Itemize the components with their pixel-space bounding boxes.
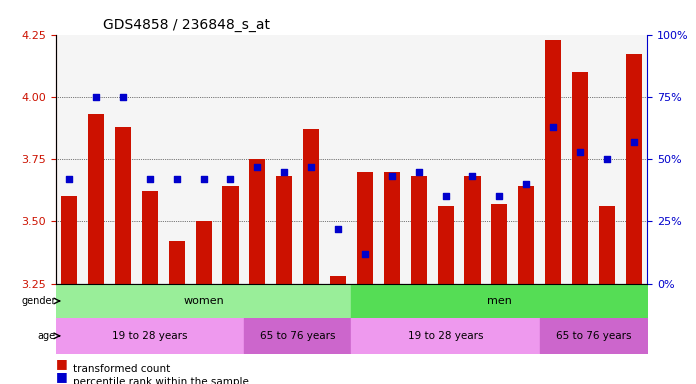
Bar <box>196 221 212 283</box>
Point <box>440 193 451 199</box>
Text: ■: ■ <box>56 370 68 383</box>
Bar <box>115 127 131 283</box>
Point <box>467 174 478 180</box>
Point <box>63 176 74 182</box>
Point <box>359 251 370 257</box>
Bar <box>545 40 561 283</box>
Point <box>252 164 263 170</box>
Text: 65 to 76 years: 65 to 76 years <box>260 331 335 341</box>
Text: 19 to 28 years: 19 to 28 years <box>408 331 483 341</box>
Bar <box>491 204 507 283</box>
Text: 19 to 28 years: 19 to 28 years <box>112 331 187 341</box>
Text: 65 to 76 years: 65 to 76 years <box>555 331 631 341</box>
Point <box>144 176 155 182</box>
Text: transformed count: transformed count <box>73 364 171 374</box>
Bar <box>330 276 346 283</box>
Bar <box>599 206 615 283</box>
Point <box>628 139 640 145</box>
Point <box>306 164 317 170</box>
Bar <box>383 172 400 283</box>
Bar <box>357 172 373 283</box>
Point <box>386 174 397 180</box>
Bar <box>572 72 588 283</box>
Bar <box>626 55 642 283</box>
Point <box>225 176 236 182</box>
Bar <box>223 187 239 283</box>
Point <box>413 169 425 175</box>
Bar <box>88 114 104 283</box>
Point <box>171 176 182 182</box>
Bar <box>411 177 427 283</box>
Bar <box>303 129 319 283</box>
Point <box>198 176 209 182</box>
Bar <box>276 177 292 283</box>
Point <box>521 181 532 187</box>
Point <box>601 156 612 162</box>
Point <box>118 94 129 100</box>
Point <box>278 169 290 175</box>
Text: percentile rank within the sample: percentile rank within the sample <box>73 377 249 384</box>
Text: men: men <box>487 296 512 306</box>
Text: age: age <box>38 331 56 341</box>
Bar <box>168 241 184 283</box>
Point <box>494 193 505 199</box>
Text: women: women <box>183 296 224 306</box>
Text: ■: ■ <box>56 357 68 370</box>
Text: gender: gender <box>21 296 56 306</box>
Point <box>574 149 585 155</box>
Bar <box>249 159 265 283</box>
Bar <box>61 196 77 283</box>
Point <box>333 226 344 232</box>
Point <box>548 124 559 130</box>
Bar <box>519 187 535 283</box>
Bar <box>142 192 158 283</box>
Bar <box>464 177 480 283</box>
Text: GDS4858 / 236848_s_at: GDS4858 / 236848_s_at <box>103 18 270 32</box>
Point <box>90 94 102 100</box>
Bar <box>438 206 454 283</box>
